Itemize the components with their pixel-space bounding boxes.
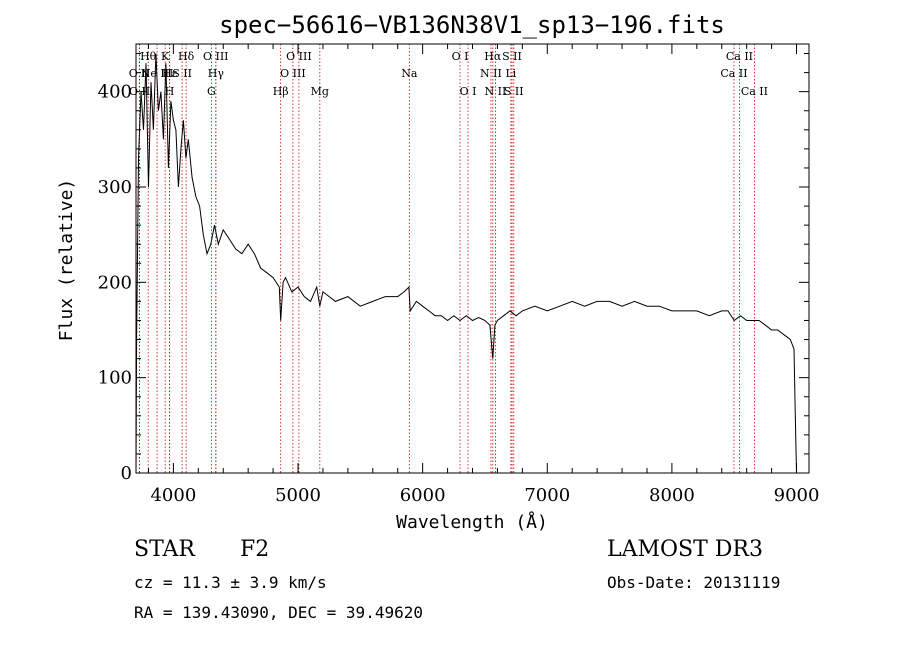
spectral-line-label: O I	[460, 85, 477, 98]
object-subclass: F2	[240, 537, 270, 562]
axis-ticks: 4000 5000 6000 7000 8000 9000 0 100 200 300 400	[98, 44, 820, 506]
spectral-line-label: Mg	[311, 85, 329, 98]
x-tick-label: 9000	[774, 485, 820, 506]
spectral-line-label: G	[207, 85, 216, 98]
x-tick-label: 5000	[275, 485, 321, 506]
spectral-line-label: Ca II	[720, 67, 747, 80]
spectral-line-labels: O II O II Hθ Ne III K Hε H S II Hδ G O III Hγ Hβ O II…	[129, 50, 768, 98]
spectral-line-label: S II	[504, 85, 524, 98]
spectral-line-label: Ca II	[726, 50, 753, 63]
redshift-cz: cz = 11.3 ± 3.9 km/s	[134, 573, 327, 592]
spectral-line-label: Ca II	[741, 85, 768, 98]
spectral-line-label: K	[161, 50, 170, 63]
spectral-line-label: O II	[129, 67, 150, 80]
x-tick-label: 4000	[150, 485, 196, 506]
spectral-line-label: N II	[480, 67, 502, 80]
y-axis-label: Flux (relative)	[56, 179, 77, 342]
spectrum-series	[135, 53, 797, 474]
spectral-line-label: O III	[203, 50, 229, 63]
spectral-line-label: Hθ	[140, 50, 157, 63]
spectral-line-label: O III	[286, 50, 312, 63]
y-tick-label: 100	[98, 368, 132, 389]
spectral-line-label: Hα	[484, 50, 502, 63]
spectral-line-label: H	[165, 85, 175, 98]
spectral-line-label: Ne III	[141, 67, 174, 80]
y-tick-label: 400	[98, 82, 132, 103]
chart-title: spec−56616−VB136N38V1_sp13−196.fits	[219, 11, 725, 39]
y-tick-label: 300	[98, 177, 132, 198]
object-class: STAR	[134, 537, 195, 562]
spectrum-line	[135, 53, 797, 474]
spectral-line-label: O II	[129, 85, 150, 98]
observation-date: Obs-Date: 20131119	[607, 573, 781, 592]
spectral-line-label: Hβ	[273, 85, 289, 98]
y-tick-label: 200	[98, 272, 132, 293]
plot-frame	[135, 43, 810, 474]
x-tick-label: 8000	[649, 485, 695, 506]
spectral-line-label: N II	[485, 85, 507, 98]
y-tick-label: 0	[121, 463, 132, 484]
spectral-line-label: O III	[280, 67, 306, 80]
spectral-line-label: Hε	[162, 67, 178, 80]
spectral-line-label: S II	[172, 67, 192, 80]
spectral-line-label: O I	[452, 50, 469, 63]
survey-name: LAMOST DR3	[607, 537, 763, 562]
x-tick-label: 6000	[400, 485, 446, 506]
spectral-line-label: Li	[505, 67, 516, 80]
spectral-lines	[138, 44, 755, 473]
spectral-line-label: Hδ	[178, 50, 195, 63]
spectral-line-label: S II	[502, 50, 522, 63]
spectral-line-label: Hγ	[208, 67, 225, 80]
x-tick-label: 7000	[524, 485, 570, 506]
spectral-line-label: Na	[401, 67, 418, 80]
ra-dec-coordinates: RA = 139.43090, DEC = 39.49620	[134, 603, 423, 622]
x-axis-label: Wavelength (Å)	[396, 511, 548, 533]
